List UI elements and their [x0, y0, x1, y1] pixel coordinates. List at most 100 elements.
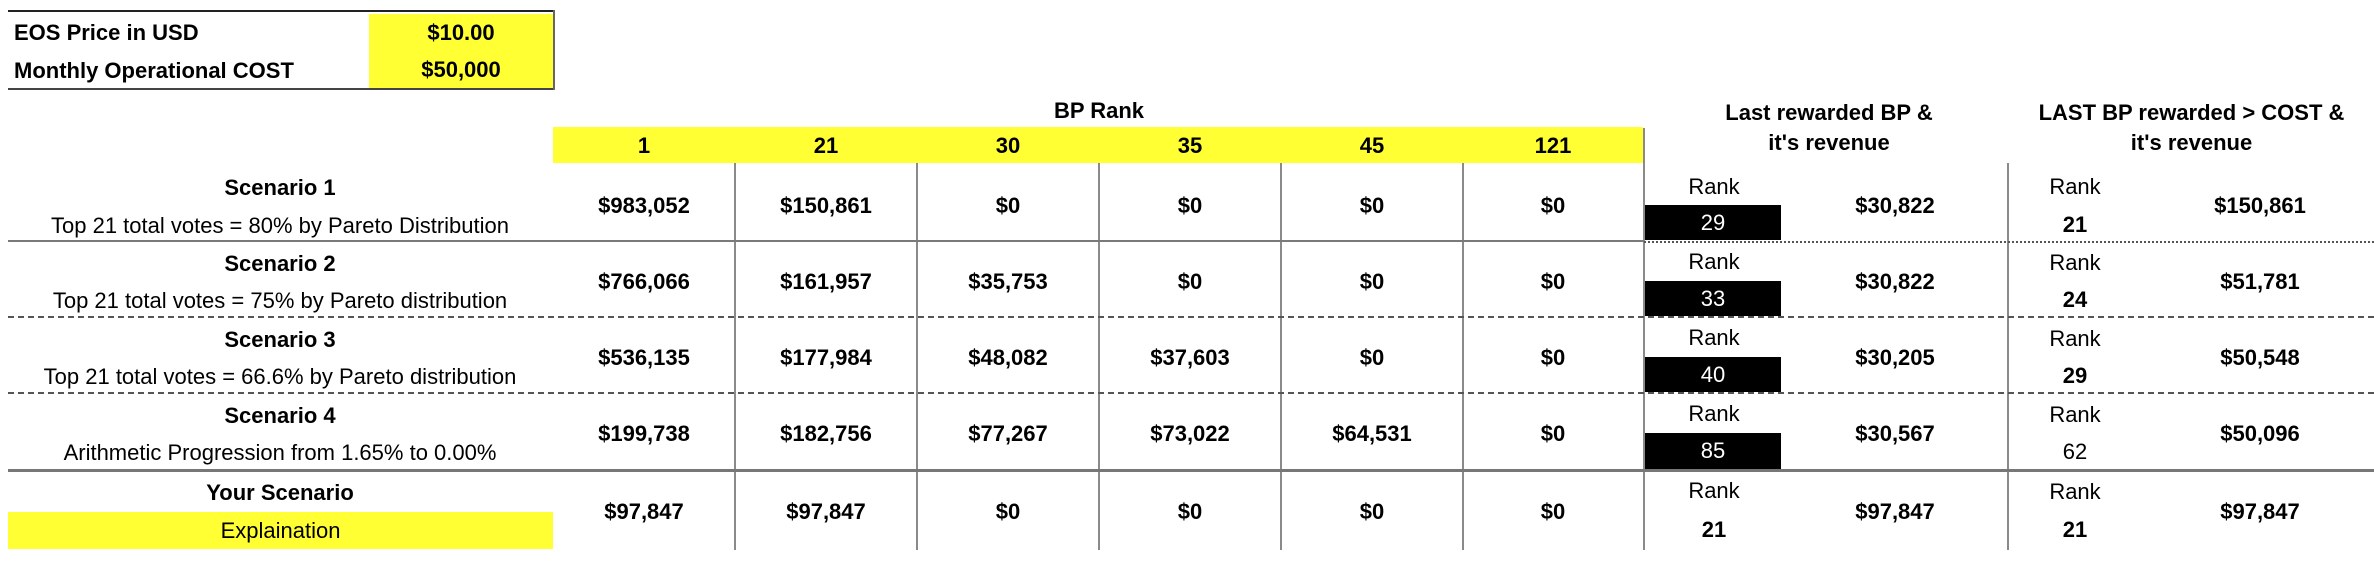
rank-header-121: 121: [1534, 133, 1572, 158]
monthly-cost-label: Monthly Operational COST: [14, 58, 294, 83]
params-right-border: [553, 10, 555, 90]
scenario-2-last-revenue: $30,822: [1855, 269, 1935, 294]
scenario-3-cost-revenue: $50,548: [2220, 345, 2300, 370]
scenario-3-desc: Top 21 total votes = 66.6% by Pareto dis…: [43, 364, 517, 389]
scenario-4-value-rank-35: $73,022: [1150, 421, 1230, 446]
scenario-3-value-rank-35: $37,603: [1150, 345, 1230, 370]
scenario-3-last-rank-label: Rank: [1688, 325, 1740, 350]
scenario-3-cost-rank: 29: [2062, 363, 2088, 388]
your-scenario-cost-revenue: $97,847: [2220, 499, 2300, 524]
monthly-cost-input[interactable]: $50,000: [369, 51, 553, 88]
your-scenario-value-rank-45: $0: [1359, 499, 1385, 524]
your-scenario-value-rank-121: $0: [1540, 499, 1566, 524]
rank-header-45: 45: [1359, 133, 1385, 158]
scenario-1-last-rank-label: Rank: [1688, 174, 1740, 199]
bp-rank-header-bar: [553, 127, 1643, 163]
scenario-2-cost-revenue: $51,781: [2220, 269, 2300, 294]
scenario-3-value-rank-1: $536,135: [598, 345, 690, 370]
scenario-2-value-rank-21: $161,957: [780, 269, 872, 294]
scenario-4-cost-rank: 62: [2062, 439, 2088, 464]
scenario-1-value-rank-35: $0: [1177, 193, 1203, 218]
scenario-1-cost-rank-label: Rank: [2049, 174, 2101, 199]
scenario-4-last-revenue: $30,567: [1855, 421, 1935, 446]
scenario-1-desc: Top 21 total votes = 80% by Pareto Distr…: [51, 213, 509, 238]
scenario-1-cost-revenue: $150,861: [2214, 193, 2306, 218]
scenario-4-last-rank: 85: [1645, 433, 1781, 469]
your-scenario-last-revenue: $97,847: [1855, 499, 1935, 524]
scenario-4-last-rank-label: Rank: [1688, 401, 1740, 426]
grid-vline-1: [734, 163, 736, 550]
scenario-3-last-revenue: $30,205: [1855, 345, 1935, 370]
scenario-1-value-rank-30: $0: [995, 193, 1021, 218]
scenario-3-cost-rank-label: Rank: [2049, 326, 2101, 351]
scenario-4-cost-revenue: $50,096: [2220, 421, 2300, 446]
your-scenario-title: Your Scenario: [206, 480, 354, 505]
your-scenario-cost-rank: 21: [2062, 517, 2088, 542]
scenario-2-cost-rank-label: Rank: [2049, 250, 2101, 275]
params-top-border: [8, 10, 554, 12]
scenario-4-value-rank-1: $199,738: [598, 421, 690, 446]
scenario-4-title: Scenario 4: [224, 403, 336, 428]
scenario-2-value-rank-1: $766,066: [598, 269, 690, 294]
scenario-3-value-rank-21: $177,984: [780, 345, 872, 370]
row4-bottom-line: [8, 469, 2374, 472]
scenario-1-value-rank-1: $983,052: [598, 193, 690, 218]
scenario-1-cost-rank: 21: [2062, 212, 2088, 237]
grid-vline-4: [1280, 163, 1282, 550]
rank-header-35: 35: [1177, 133, 1203, 158]
rank-header-1: 1: [637, 133, 651, 158]
scenario-4-value-rank-30: $77,267: [968, 421, 1048, 446]
scenario-4-cost-rank-label: Rank: [2049, 402, 2101, 427]
your-scenario-last-rank: 21: [1701, 517, 1727, 542]
last-rewarded-title-1: Last rewarded BP &: [1725, 100, 1933, 125]
scenario-2-value-rank-30: $35,753: [968, 269, 1048, 294]
rank-header-21: 21: [813, 133, 839, 158]
last-rewarded-title-2: it's revenue: [1768, 130, 1890, 155]
row3-bottom-line: [8, 392, 2374, 394]
scenario-1-value-rank-21: $150,861: [780, 193, 872, 218]
scenario-2-last-rank-label: Rank: [1688, 249, 1740, 274]
scenario-1-value-rank-121: $0: [1540, 193, 1566, 218]
scenario-2-cost-rank: 24: [2062, 287, 2088, 312]
scenario-4-desc: Arithmetic Progression from 1.65% to 0.0…: [63, 440, 497, 465]
your-scenario-cost-rank-label: Rank: [2049, 479, 2101, 504]
scenario-3-value-rank-45: $0: [1359, 345, 1385, 370]
bp-rank-title: BP Rank: [1053, 98, 1145, 123]
scenario-4-value-rank-121: $0: [1540, 421, 1566, 446]
grid-vline-7: [2007, 163, 2009, 550]
your-scenario-value-rank-30: $0: [995, 499, 1021, 524]
your-scenario-value-rank-1: $97,847: [604, 499, 684, 524]
last-cost-title-2: it's revenue: [2130, 130, 2253, 155]
grid-vline-6: [1643, 128, 1645, 550]
scenario-4-value-rank-21: $182,756: [780, 421, 872, 446]
your-scenario-value-rank-35: $0: [1177, 499, 1203, 524]
scenario-2-value-rank-35: $0: [1177, 269, 1203, 294]
scenario-4-value-rank-45: $64,531: [1332, 421, 1412, 446]
grid-vline-3: [1098, 163, 1100, 550]
scenario-1-value-rank-45: $0: [1359, 193, 1385, 218]
row2-bottom-line: [8, 316, 2374, 318]
your-scenario-value-rank-21: $97,847: [786, 499, 866, 524]
scenario-1-title: Scenario 1: [224, 175, 336, 200]
scenario-3-last-rank: 40: [1645, 357, 1781, 392]
row1-dotted-line: [1644, 241, 2374, 243]
scenario-3-value-rank-121: $0: [1540, 345, 1566, 370]
eos-price-input[interactable]: $10.00: [369, 14, 553, 51]
scenario-2-last-rank: 33: [1645, 281, 1781, 316]
scenario-3-title: Scenario 3: [224, 327, 336, 352]
scenario-2-desc: Top 21 total votes = 75% by Pareto distr…: [52, 288, 508, 313]
your-scenario-last-rank-label: Rank: [1688, 478, 1740, 503]
scenario-2-title: Scenario 2: [224, 251, 336, 276]
scenario-2-value-rank-121: $0: [1540, 269, 1566, 294]
explanation-button[interactable]: Explaination: [8, 512, 553, 549]
last-cost-title-1: LAST BP rewarded > COST &: [2038, 100, 2345, 125]
grid-vline-2: [916, 163, 918, 550]
scenario-1-last-rank: 29: [1645, 205, 1781, 240]
rank-header-30: 30: [995, 133, 1021, 158]
scenario-1-last-revenue: $30,822: [1855, 193, 1935, 218]
grid-vline-5: [1462, 163, 1464, 550]
scenario-3-value-rank-30: $48,082: [968, 345, 1048, 370]
scenario-2-value-rank-45: $0: [1359, 269, 1385, 294]
row1-bottom-line: [8, 240, 1644, 242]
eos-price-label: EOS Price in USD: [14, 20, 199, 45]
